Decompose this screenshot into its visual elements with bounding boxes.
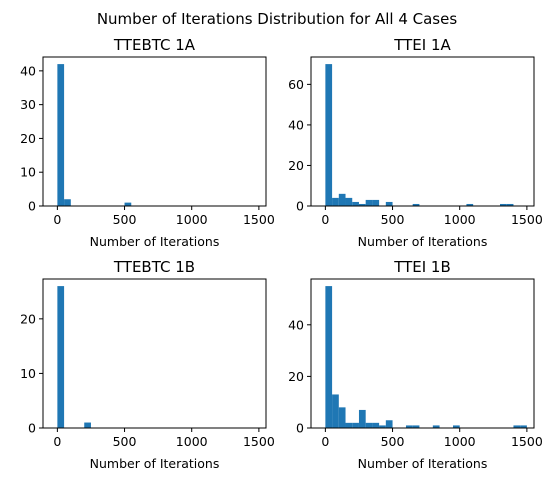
- histogram-bar: [332, 197, 339, 206]
- x-tick-label: 0: [53, 434, 61, 449]
- histogram-bar: [500, 203, 507, 206]
- x-axis-label: Number of Iterations: [90, 234, 220, 249]
- histogram-bar: [352, 422, 359, 428]
- panel-title: TTEI 1A: [393, 36, 451, 54]
- histogram-bar: [385, 420, 393, 428]
- histogram-bar: [372, 422, 380, 428]
- y-tick-label: 20: [20, 311, 36, 326]
- panel-ttei-1b: 0 500 1000 1500 0 20 40 TTEI 1B Number of Iterat…: [288, 258, 543, 471]
- x-tick-label: 1500: [243, 434, 275, 449]
- y-tick-label: 40: [288, 317, 304, 332]
- panel-ttebtc-1b: 0 500 1000 1500 0 10 20 TTEBTC 1B Number of Iter…: [20, 258, 275, 471]
- x-tick-label: 1000: [444, 212, 476, 227]
- y-tick-label: 0: [296, 199, 304, 214]
- histogram-bar: [345, 422, 353, 428]
- plot-frame: [42, 278, 267, 429]
- y-tick-label: 20: [288, 158, 304, 173]
- x-tick-label: 1500: [243, 212, 275, 227]
- histogram-bar: [358, 409, 366, 428]
- y-tick-label: 0: [296, 421, 304, 436]
- histogram-bar: [57, 64, 65, 206]
- y-tick-label: 10: [20, 165, 36, 180]
- histogram-bar: [466, 203, 474, 206]
- histogram-bar: [365, 199, 373, 206]
- y-tick-label: 0: [28, 199, 36, 214]
- x-tick-label: 500: [381, 212, 405, 227]
- y-tick-label: 0: [28, 421, 36, 436]
- panel-title: TTEBTC 1A: [113, 36, 196, 54]
- x-tick-label: 500: [381, 434, 405, 449]
- x-tick-label: 500: [113, 434, 137, 449]
- x-tick-label: 0: [53, 212, 61, 227]
- plot-frame: [42, 56, 267, 207]
- histogram-bar: [379, 425, 386, 428]
- x-tick-label: 0: [321, 212, 329, 227]
- figure-suptitle: Number of Iterations Distribution for Al…: [97, 10, 458, 28]
- plot-frame: [310, 278, 535, 429]
- histogram-bar: [64, 199, 71, 206]
- histogram-bar: [412, 425, 420, 428]
- x-axis-label: Number of Iterations: [358, 234, 488, 249]
- y-tick-label: 20: [288, 369, 304, 384]
- histogram-bar: [452, 425, 460, 428]
- histogram-bar: [352, 201, 359, 206]
- panel-title: TTEBTC 1B: [113, 258, 195, 276]
- x-tick-label: 500: [113, 212, 137, 227]
- histogram-bar: [412, 203, 420, 206]
- histogram-bar: [338, 407, 346, 428]
- histogram-bar: [385, 201, 393, 206]
- x-tick-label: 1000: [444, 434, 476, 449]
- histogram-bar: [124, 202, 132, 206]
- histogram-bar: [345, 197, 353, 206]
- y-tick-label: 10: [20, 366, 36, 381]
- y-tick-label: 20: [20, 131, 36, 146]
- x-axis-label: Number of Iterations: [358, 456, 488, 471]
- x-axis-label: Number of Iterations: [90, 456, 220, 471]
- y-tick-label: 60: [288, 77, 304, 92]
- histogram-bar: [325, 64, 333, 206]
- histogram-bar: [338, 193, 346, 206]
- histogram-bar: [57, 286, 65, 428]
- histogram-bar: [405, 425, 413, 428]
- histogram-bar: [372, 199, 380, 206]
- histogram-bar: [84, 422, 91, 428]
- histogram-bar: [432, 425, 440, 428]
- x-tick-label: 1000: [176, 434, 208, 449]
- x-tick-label: 1000: [176, 212, 208, 227]
- histogram-bar: [358, 203, 366, 206]
- histogram-bar: [506, 203, 514, 206]
- panel-title: TTEI 1B: [393, 258, 451, 276]
- panel-ttebtc-1a: 0 500 1000 1500 0 10 20 30 40 TTEBTC 1A Number of …: [20, 36, 275, 249]
- x-tick-label: 1500: [511, 434, 543, 449]
- x-tick-label: 1500: [511, 212, 543, 227]
- y-tick-label: 40: [20, 63, 36, 78]
- histogram-bar: [520, 425, 527, 428]
- plot-frame: [310, 56, 535, 207]
- histogram-bar: [513, 425, 521, 428]
- histogram-bar: [365, 422, 373, 428]
- panel-ttei-1a: 0 500 1000 1500 0 20 40 60 TTEI 1A Number of Iter…: [288, 36, 543, 249]
- y-tick-label: 30: [20, 97, 36, 112]
- x-tick-label: 0: [321, 434, 329, 449]
- histogram-bar: [332, 394, 339, 428]
- histogram-bar: [325, 286, 333, 428]
- y-tick-label: 40: [288, 117, 304, 132]
